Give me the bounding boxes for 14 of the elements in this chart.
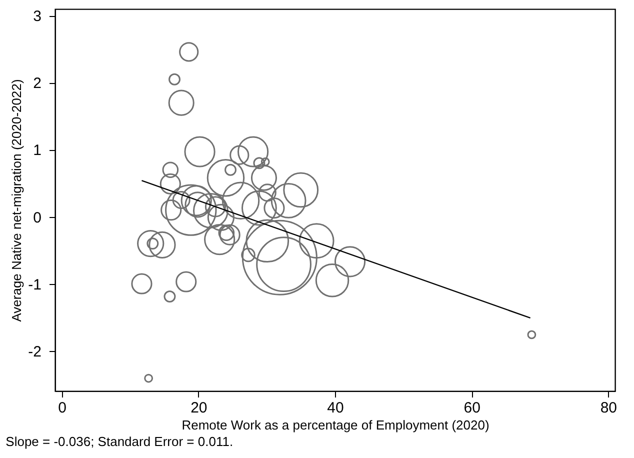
y-tick-label: 3 bbox=[33, 8, 42, 26]
x-tick-label: 20 bbox=[190, 400, 208, 416]
y-tick-label: 2 bbox=[33, 75, 42, 92]
y-tick-label: -2 bbox=[28, 343, 42, 360]
y-tick-label: -1 bbox=[28, 276, 42, 294]
y-axis-title: Average Native net-migration (2020-2022) bbox=[9, 79, 24, 322]
y-tick-label: 0 bbox=[33, 209, 42, 226]
y-tick-label: 1 bbox=[33, 142, 42, 160]
x-tick-label: 80 bbox=[600, 400, 618, 416]
x-tick-label: 60 bbox=[464, 400, 480, 416]
x-axis-title: Remote Work as a percentage of Employment (2020) bbox=[182, 418, 490, 432]
x-tick-label: 40 bbox=[327, 400, 344, 416]
text: Slope = -0.036; Standard Error = 0.011. bbox=[6, 434, 234, 449]
x-tick-label: 0 bbox=[58, 400, 66, 416]
